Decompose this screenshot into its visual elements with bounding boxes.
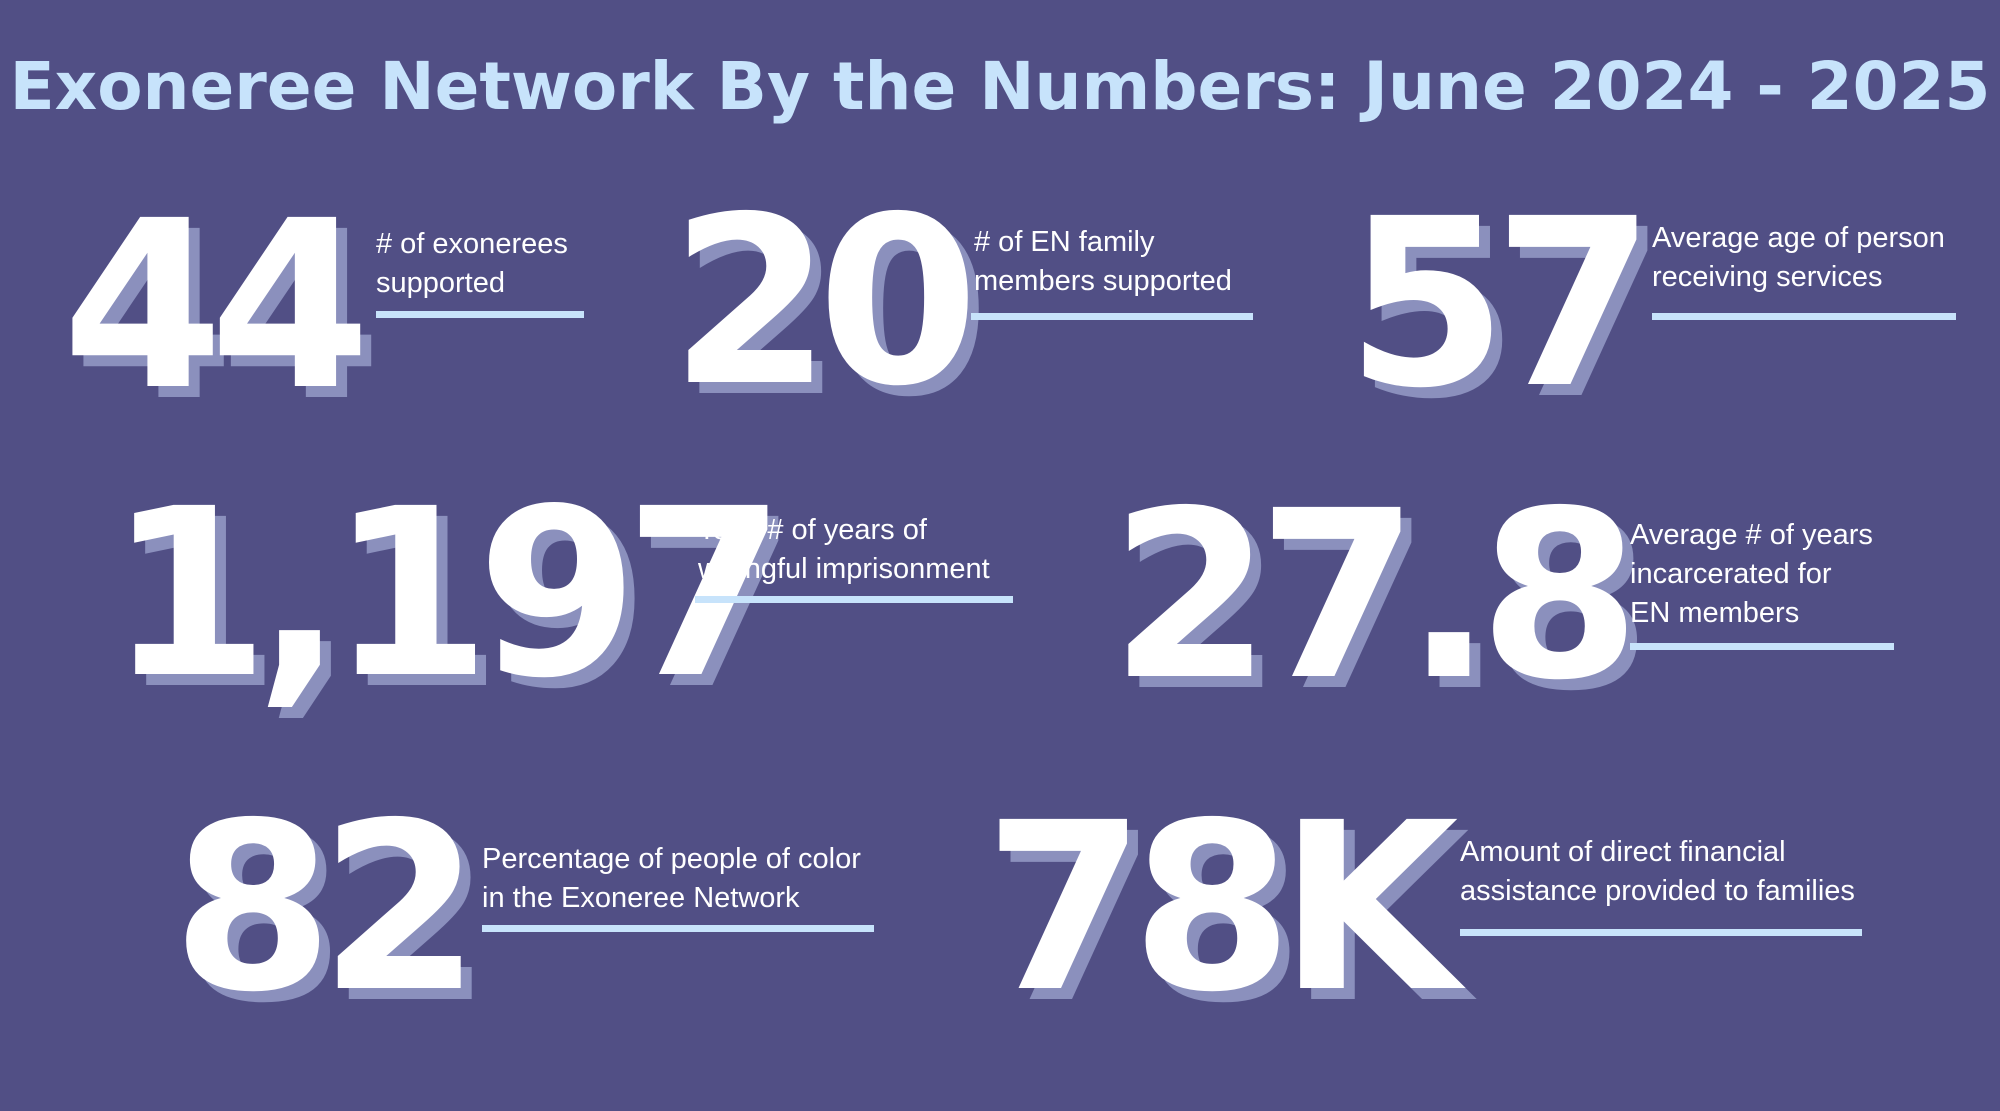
stat-value: 20 xyxy=(670,167,979,437)
stat-value: 57 xyxy=(1346,169,1655,439)
stat-label-line: Amount of direct financial xyxy=(1460,836,1786,868)
stat-label-line: # of EN family xyxy=(974,226,1155,258)
stat-label: Amount of direct financial assistance pr… xyxy=(1460,833,1855,911)
stat-label: # of EN family members supported xyxy=(974,223,1232,301)
stat-value: 44 xyxy=(62,171,371,441)
stat-label: Average age of person receiving services xyxy=(1652,219,1945,297)
stat-value: 1,197 xyxy=(108,459,786,729)
stat-label-line: Total # of years of xyxy=(698,514,927,546)
stat-label-line: in the Exoneree Network xyxy=(482,882,800,914)
stat-label-line: receiving services xyxy=(1652,261,1883,293)
stat-label-line: # of exonerees xyxy=(376,228,568,260)
stat-label-line: wrongful imprisonment xyxy=(698,553,990,585)
stat-value: 27.8 xyxy=(1110,461,1640,731)
stat-label: Total # of years of wrongful imprisonmen… xyxy=(698,511,990,589)
stat-label-line: Percentage of people of color xyxy=(482,843,861,875)
stat-label-line: Average # of years xyxy=(1630,519,1873,551)
stat-underline xyxy=(695,596,1013,603)
stat-underline xyxy=(971,313,1253,320)
stat-underline xyxy=(376,311,584,318)
page-title: Exoneree Network By the Numbers: June 20… xyxy=(9,48,1991,125)
stat-value: 78K xyxy=(984,773,1459,1043)
stat-label-line: Average age of person xyxy=(1652,222,1945,254)
stat-label: # of exonerees supported xyxy=(376,225,568,303)
stat-value: 82 xyxy=(172,773,481,1043)
stat-label-line: incarcerated for xyxy=(1630,558,1832,590)
stat-underline xyxy=(1630,643,1894,650)
stat-underline xyxy=(482,925,874,932)
stat-underline xyxy=(1652,313,1956,320)
stat-label: Percentage of people of color in the Exo… xyxy=(482,840,861,918)
stat-label-line: members supported xyxy=(974,265,1232,297)
stat-label-line: assistance provided to families xyxy=(1460,875,1855,907)
stat-label-line: supported xyxy=(376,267,505,299)
stat-label: Average # of years incarcerated for EN m… xyxy=(1630,516,1873,633)
stat-label-line: EN members xyxy=(1630,597,1800,629)
stat-underline xyxy=(1460,929,1862,936)
